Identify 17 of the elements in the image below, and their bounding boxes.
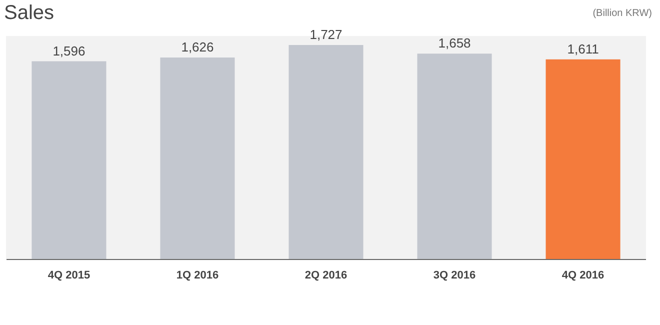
data-label: 1,727 <box>310 27 342 42</box>
data-label: 1,658 <box>438 36 471 51</box>
chart-title: Sales <box>4 2 54 25</box>
x-tick-label: 1Q 2016 <box>176 270 219 282</box>
bar <box>32 61 106 259</box>
bar <box>417 54 492 259</box>
bar <box>160 58 235 259</box>
x-tick-label: 4Q 2015 <box>48 270 90 282</box>
data-label: 1,611 <box>567 41 599 56</box>
x-tick-label: 2Q 2016 <box>304 270 348 282</box>
text: (Billion KRW) <box>592 8 652 19</box>
bar <box>546 59 620 259</box>
data-label: 1,596 <box>52 43 86 58</box>
x-tick-label: 4Q 2016 <box>562 270 604 282</box>
bar <box>288 45 364 259</box>
data-label: 1,626 <box>181 40 214 55</box>
x-tick-label: 3Q 2016 <box>433 270 476 282</box>
